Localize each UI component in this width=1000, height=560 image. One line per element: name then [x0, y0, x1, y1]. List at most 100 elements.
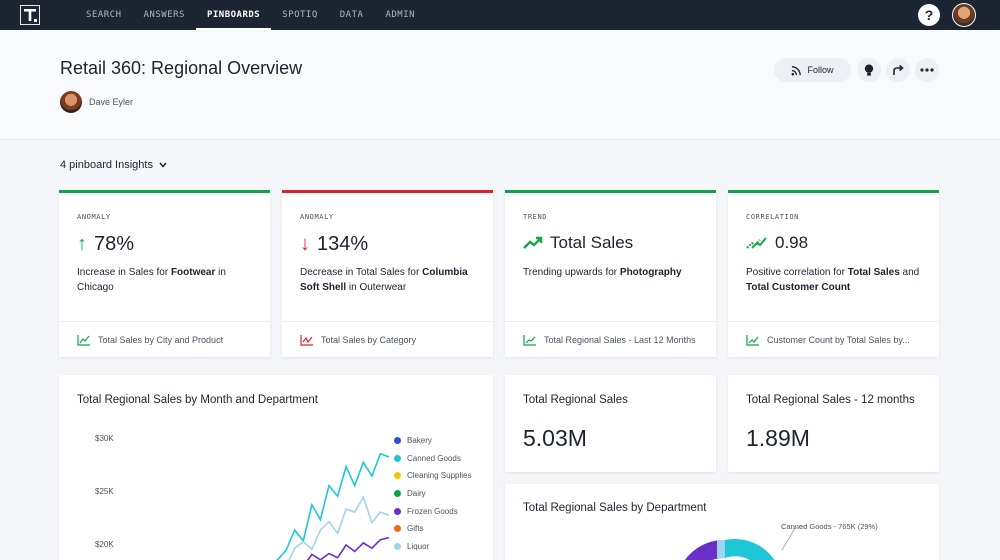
- legend-swatch: [394, 454, 401, 462]
- share-icon[interactable]: [886, 58, 910, 82]
- page-title: Retail 360: Regional Overview: [60, 58, 303, 78]
- legend-swatch: [394, 507, 401, 515]
- legend-item[interactable]: Liquor: [394, 538, 472, 556]
- legend-item[interactable]: Frozen Goods: [394, 502, 472, 520]
- kpi-title: Total Regional Sales: [523, 394, 628, 406]
- legend-item[interactable]: Meat: [394, 555, 472, 560]
- legend-label: Cleaning Supplies: [407, 471, 472, 481]
- insight-card-trend-sales[interactable]: TREND Total Sales Trending upwards for P…: [505, 190, 716, 357]
- legend-item[interactable]: Dairy: [394, 485, 472, 503]
- card-kind: TREND: [523, 213, 548, 221]
- legend-label: Liquor: [407, 541, 430, 551]
- legend-item[interactable]: Canned Goods: [394, 450, 472, 468]
- legend-swatch: [394, 525, 401, 533]
- card-value: Total Sales: [550, 233, 634, 252]
- nav-pinboards[interactable]: PINBOARDS: [195, 0, 272, 30]
- nav-links: SEARCH ANSWERS PINBOARDS SPOTIQ DATA ADM…: [75, 0, 426, 30]
- card-source-link[interactable]: Total Regional Sales - Last 12 Months: [505, 321, 716, 357]
- more-options-icon[interactable]: [915, 58, 939, 82]
- author-name: Dave Eyler: [89, 97, 134, 107]
- line-chart-icon: [523, 334, 536, 346]
- legend-label: Gifts: [407, 524, 424, 534]
- y-tick-20k: $20K: [95, 540, 114, 549]
- card-accent-bar: [505, 190, 716, 193]
- legend-item[interactable]: Bakery: [394, 432, 472, 450]
- card-accent-bar: [728, 190, 939, 193]
- top-nav: SEARCH ANSWERS PINBOARDS SPOTIQ DATA ADM…: [0, 0, 1000, 30]
- card-source-link[interactable]: Total Sales by City and Product: [59, 321, 270, 357]
- arrow-down-icon: ↓: [300, 233, 310, 255]
- insight-card-anomaly-footwear[interactable]: ANOMALY ↑ 78% Increase in Sales for Foot…: [59, 190, 270, 357]
- card-accent-bar: [59, 190, 270, 193]
- legend-item[interactable]: Cleaning Supplies: [394, 467, 472, 485]
- y-tick-30k: $30K: [95, 434, 114, 443]
- series-line-canned-goods: [275, 452, 390, 560]
- lightbulb-icon[interactable]: [857, 58, 881, 82]
- card-source-label: Total Sales by City and Product: [98, 334, 224, 345]
- scatter-chart-icon: [746, 334, 759, 346]
- sales-by-month-panel[interactable]: Total Regional Sales by Month and Depart…: [59, 375, 493, 560]
- annotation-leader-line: [781, 527, 805, 551]
- insight-card-anomaly-columbia[interactable]: ANOMALY ↓ 134% Decrease in Total Sales f…: [282, 190, 493, 357]
- trend-up-icon: [523, 236, 543, 249]
- nav-data[interactable]: DATA: [339, 10, 364, 20]
- card-source-link[interactable]: Total Sales by Category: [282, 321, 493, 357]
- card-kind: ANOMALY: [300, 213, 334, 221]
- sales-by-department-panel[interactable]: Total Regional Sales by Department Canne…: [505, 484, 939, 560]
- help-icon[interactable]: ?: [918, 4, 940, 26]
- legend-label: Dairy: [407, 489, 426, 499]
- line-chart-icon: [77, 334, 90, 346]
- chart-title: Total Regional Sales by Department: [523, 502, 707, 514]
- legend-label: Frozen Goods: [407, 506, 458, 516]
- chart-legend: Bakery Canned Goods Cleaning Supplies Dairy…: [394, 432, 472, 560]
- card-source-label: Total Sales by Category: [321, 334, 417, 345]
- slice-annotation: Canned Goods - 765K (29%): [781, 522, 878, 531]
- legend-swatch: [394, 472, 401, 480]
- card-value: 78%: [94, 233, 135, 255]
- kpi-total-regional-sales[interactable]: Total Regional Sales 5.03M: [505, 375, 716, 472]
- card-description: Increase in Sales for Footwear in Chicag…: [77, 267, 226, 293]
- insight-card-correlation[interactable]: CORRELATION 0.98 Positive correlation fo…: [728, 190, 939, 357]
- nav-spotiq[interactable]: SPOTIQ: [282, 10, 318, 20]
- card-kind: ANOMALY: [77, 213, 111, 221]
- legend-label: Bakery: [407, 436, 432, 446]
- kpi-total-regional-sales-12-months[interactable]: Total Regional Sales - 12 months 1.89M: [728, 375, 939, 472]
- card-kind: CORRELATION: [746, 213, 799, 221]
- insights-toggle[interactable]: 4 pinboard Insights: [60, 159, 167, 171]
- y-tick-25k: $25K: [95, 487, 114, 496]
- user-avatar[interactable]: [952, 3, 976, 27]
- card-description: Positive correlation for Total Sales and…: [746, 267, 920, 293]
- nav-answers[interactable]: ANSWERS: [143, 10, 185, 20]
- line-chart-icon: [300, 334, 313, 346]
- card-source-link[interactable]: Customer Count by Total Sales by...: [728, 321, 939, 357]
- arrow-up-icon: ↑: [77, 233, 87, 255]
- nav-search[interactable]: SEARCH: [86, 10, 122, 20]
- legend-item[interactable]: Gifts: [394, 520, 472, 538]
- donut-slice-frozen-goods: [685, 539, 725, 560]
- kpi-value: 1.89M: [746, 425, 810, 451]
- chart-title: Total Regional Sales by Month and Depart…: [77, 394, 319, 406]
- kpi-title: Total Regional Sales - 12 months: [746, 394, 915, 406]
- legend-label: Canned Goods: [407, 453, 461, 463]
- card-description: Trending upwards for Photography: [523, 267, 682, 278]
- follow-label: Follow: [807, 65, 834, 75]
- legend-swatch: [394, 542, 401, 550]
- follow-button[interactable]: Follow: [774, 58, 851, 82]
- card-value: 134%: [317, 233, 369, 255]
- legend-swatch: [394, 490, 401, 498]
- donut-slice-canned-goods: [725, 538, 775, 560]
- kpi-value: 5.03M: [523, 425, 587, 451]
- insights-label: 4 pinboard Insights: [60, 159, 153, 171]
- card-source-label: Customer Count by Total Sales by...: [767, 334, 910, 345]
- line-chart-plot: [275, 452, 390, 560]
- card-source-label: Total Regional Sales - Last 12 Months: [544, 334, 696, 345]
- author-avatar: [60, 91, 82, 113]
- card-value: 0.98: [775, 233, 809, 252]
- chevron-down-icon: [159, 162, 167, 168]
- nav-admin[interactable]: ADMIN: [385, 10, 416, 20]
- pinboard-header: Retail 360: Regional Overview Dave Eyler…: [0, 30, 1000, 140]
- card-description: Decrease in Total Sales for Columbia Sof…: [300, 267, 468, 293]
- card-accent-bar: [282, 190, 493, 193]
- series-line-liquor: [288, 495, 390, 560]
- thoughtspot-logo[interactable]: [20, 5, 40, 25]
